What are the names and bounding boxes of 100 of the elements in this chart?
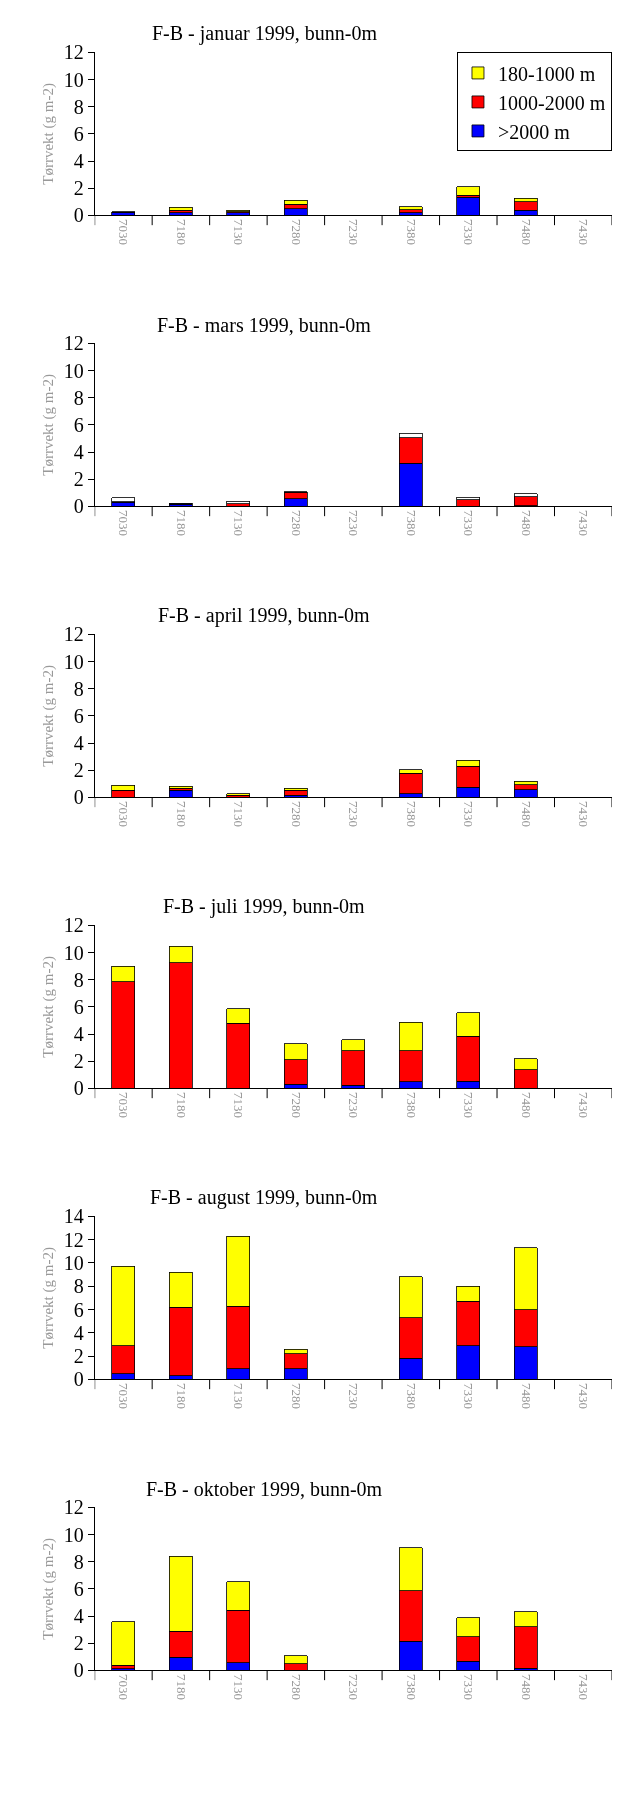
x-tick-label: 7180 [173,800,189,827]
y-tick-label: 8 [73,968,84,991]
x-tick-label: 7430 [576,800,592,827]
y-axis-title: Tørrvekt (g m-2) [39,956,57,1058]
legend-label: 1000-2000 m [497,91,606,114]
y-tick-label: 10 [63,650,84,673]
x-tick-label: 7430 [576,1673,592,1700]
x-tick-label: 7180 [173,1091,189,1118]
x-tick-label: 7480 [518,509,534,536]
y-tick-label: 4 [73,150,84,173]
x-tick-label: 7380 [403,218,419,245]
x-tick-label: 7330 [461,1091,477,1118]
x-tick-label: 7030 [116,800,132,827]
y-tick-label: 4 [73,1023,84,1046]
chart-title: F-B - mars 1999, bunn-0m [157,314,372,336]
y-tick-label: 12 [63,914,84,937]
y-axis-title: Tørrvekt (g m-2) [39,665,57,767]
x-tick-label: 7380 [403,1382,419,1409]
x-tick-label: 7330 [461,1382,477,1409]
y-tick-label: 0 [73,1368,84,1391]
x-tick-label: 7180 [173,218,189,245]
y-tick-label: 0 [73,1077,84,1100]
y-tick-label: 10 [63,359,84,382]
x-tick-label: 7330 [461,1673,477,1700]
x-tick-label: 7280 [288,1382,304,1409]
y-tick-label: 6 [73,704,84,727]
y-tick-label: 8 [73,386,84,409]
y-tick-label: 0 [73,1659,84,1682]
x-tick-label: 7380 [403,1673,419,1700]
y-tick-label: 10 [63,1523,84,1546]
y-tick-label: 2 [73,1632,84,1655]
y-tick-label: 0 [73,495,84,518]
x-tick-label: 7180 [173,1673,189,1700]
x-tick-label: 7230 [346,509,362,536]
x-tick-label: 7330 [461,218,477,245]
y-axis-title: Tørrvekt (g m-2) [39,1247,57,1349]
chart-title: F-B - august 1999, bunn-0m [150,1186,378,1209]
x-tick-label: 7330 [461,509,477,536]
x-tick-label: 7430 [576,1091,592,1118]
x-tick-label: 7280 [288,218,304,245]
y-tick-label: 8 [73,95,84,118]
y-tick-label: 6 [73,1577,84,1600]
y-tick-label: 2 [73,177,84,200]
legend-label: >2000 m [497,120,571,143]
chart-title: F-B - april 1999, bunn-0m [158,604,371,627]
x-tick-label: 7480 [518,1673,534,1700]
y-tick-label: 8 [73,677,84,700]
y-tick-label: 6 [73,413,84,436]
x-tick-label: 7130 [231,1382,247,1409]
x-tick-label: 7130 [231,800,247,827]
x-tick-label: 7130 [231,1673,247,1700]
y-tick-label: 12 [63,41,84,64]
x-tick-label: 7430 [576,1382,592,1409]
y-tick-label: 14 [63,1205,84,1228]
chart-title: F-B - oktober 1999, bunn-0m [146,1478,383,1500]
y-tick-label: 12 [63,1496,84,1519]
x-tick-label: 7230 [346,1673,362,1700]
x-tick-label: 7280 [288,509,304,536]
y-tick-label: 2 [73,1050,84,1073]
x-tick-label: 7230 [346,1382,362,1409]
x-tick-label: 7330 [461,800,477,827]
x-tick-label: 7030 [116,1091,132,1118]
chart-title: F-B - januar 1999, bunn-0m [152,22,378,45]
x-tick-label: 7230 [346,800,362,827]
y-tick-label: 2 [73,1345,84,1368]
x-tick-label: 7280 [288,800,304,827]
y-axis-title: Tørrvekt (g m-2) [39,1538,57,1640]
x-tick-label: 7380 [403,1091,419,1118]
y-tick-label: 8 [73,1275,84,1298]
y-tick-label: 12 [63,623,84,646]
x-tick-label: 7180 [173,509,189,536]
x-tick-label: 7380 [403,509,419,536]
x-tick-label: 7180 [173,1382,189,1409]
x-tick-label: 7030 [116,1673,132,1700]
y-tick-label: 10 [63,941,84,964]
x-tick-label: 7480 [518,800,534,827]
x-tick-label: 7380 [403,800,419,827]
y-tick-label: 4 [73,1321,84,1344]
y-tick-label: 12 [63,332,84,355]
x-tick-label: 7130 [231,218,247,245]
y-tick-label: 2 [73,468,84,491]
y-tick-label: 0 [73,204,84,227]
y-tick-label: 10 [63,1251,84,1274]
x-tick-label: 7030 [116,509,132,536]
y-tick-label: 4 [73,441,84,464]
y-tick-label: 6 [73,122,84,145]
x-tick-label: 7480 [518,1091,534,1118]
y-tick-label: 10 [63,68,84,91]
x-tick-label: 7230 [346,1091,362,1118]
y-tick-label: 6 [73,1298,84,1321]
x-tick-label: 7030 [116,218,132,245]
x-tick-label: 7430 [576,509,592,536]
x-tick-label: 7280 [288,1091,304,1118]
y-tick-label: 4 [73,1605,84,1628]
x-tick-label: 7130 [231,1091,247,1118]
x-tick-label: 7280 [288,1673,304,1700]
y-tick-label: 6 [73,995,84,1018]
x-tick-label: 7130 [231,509,247,536]
y-tick-label: 12 [63,1228,84,1251]
y-tick-label: 4 [73,732,84,755]
